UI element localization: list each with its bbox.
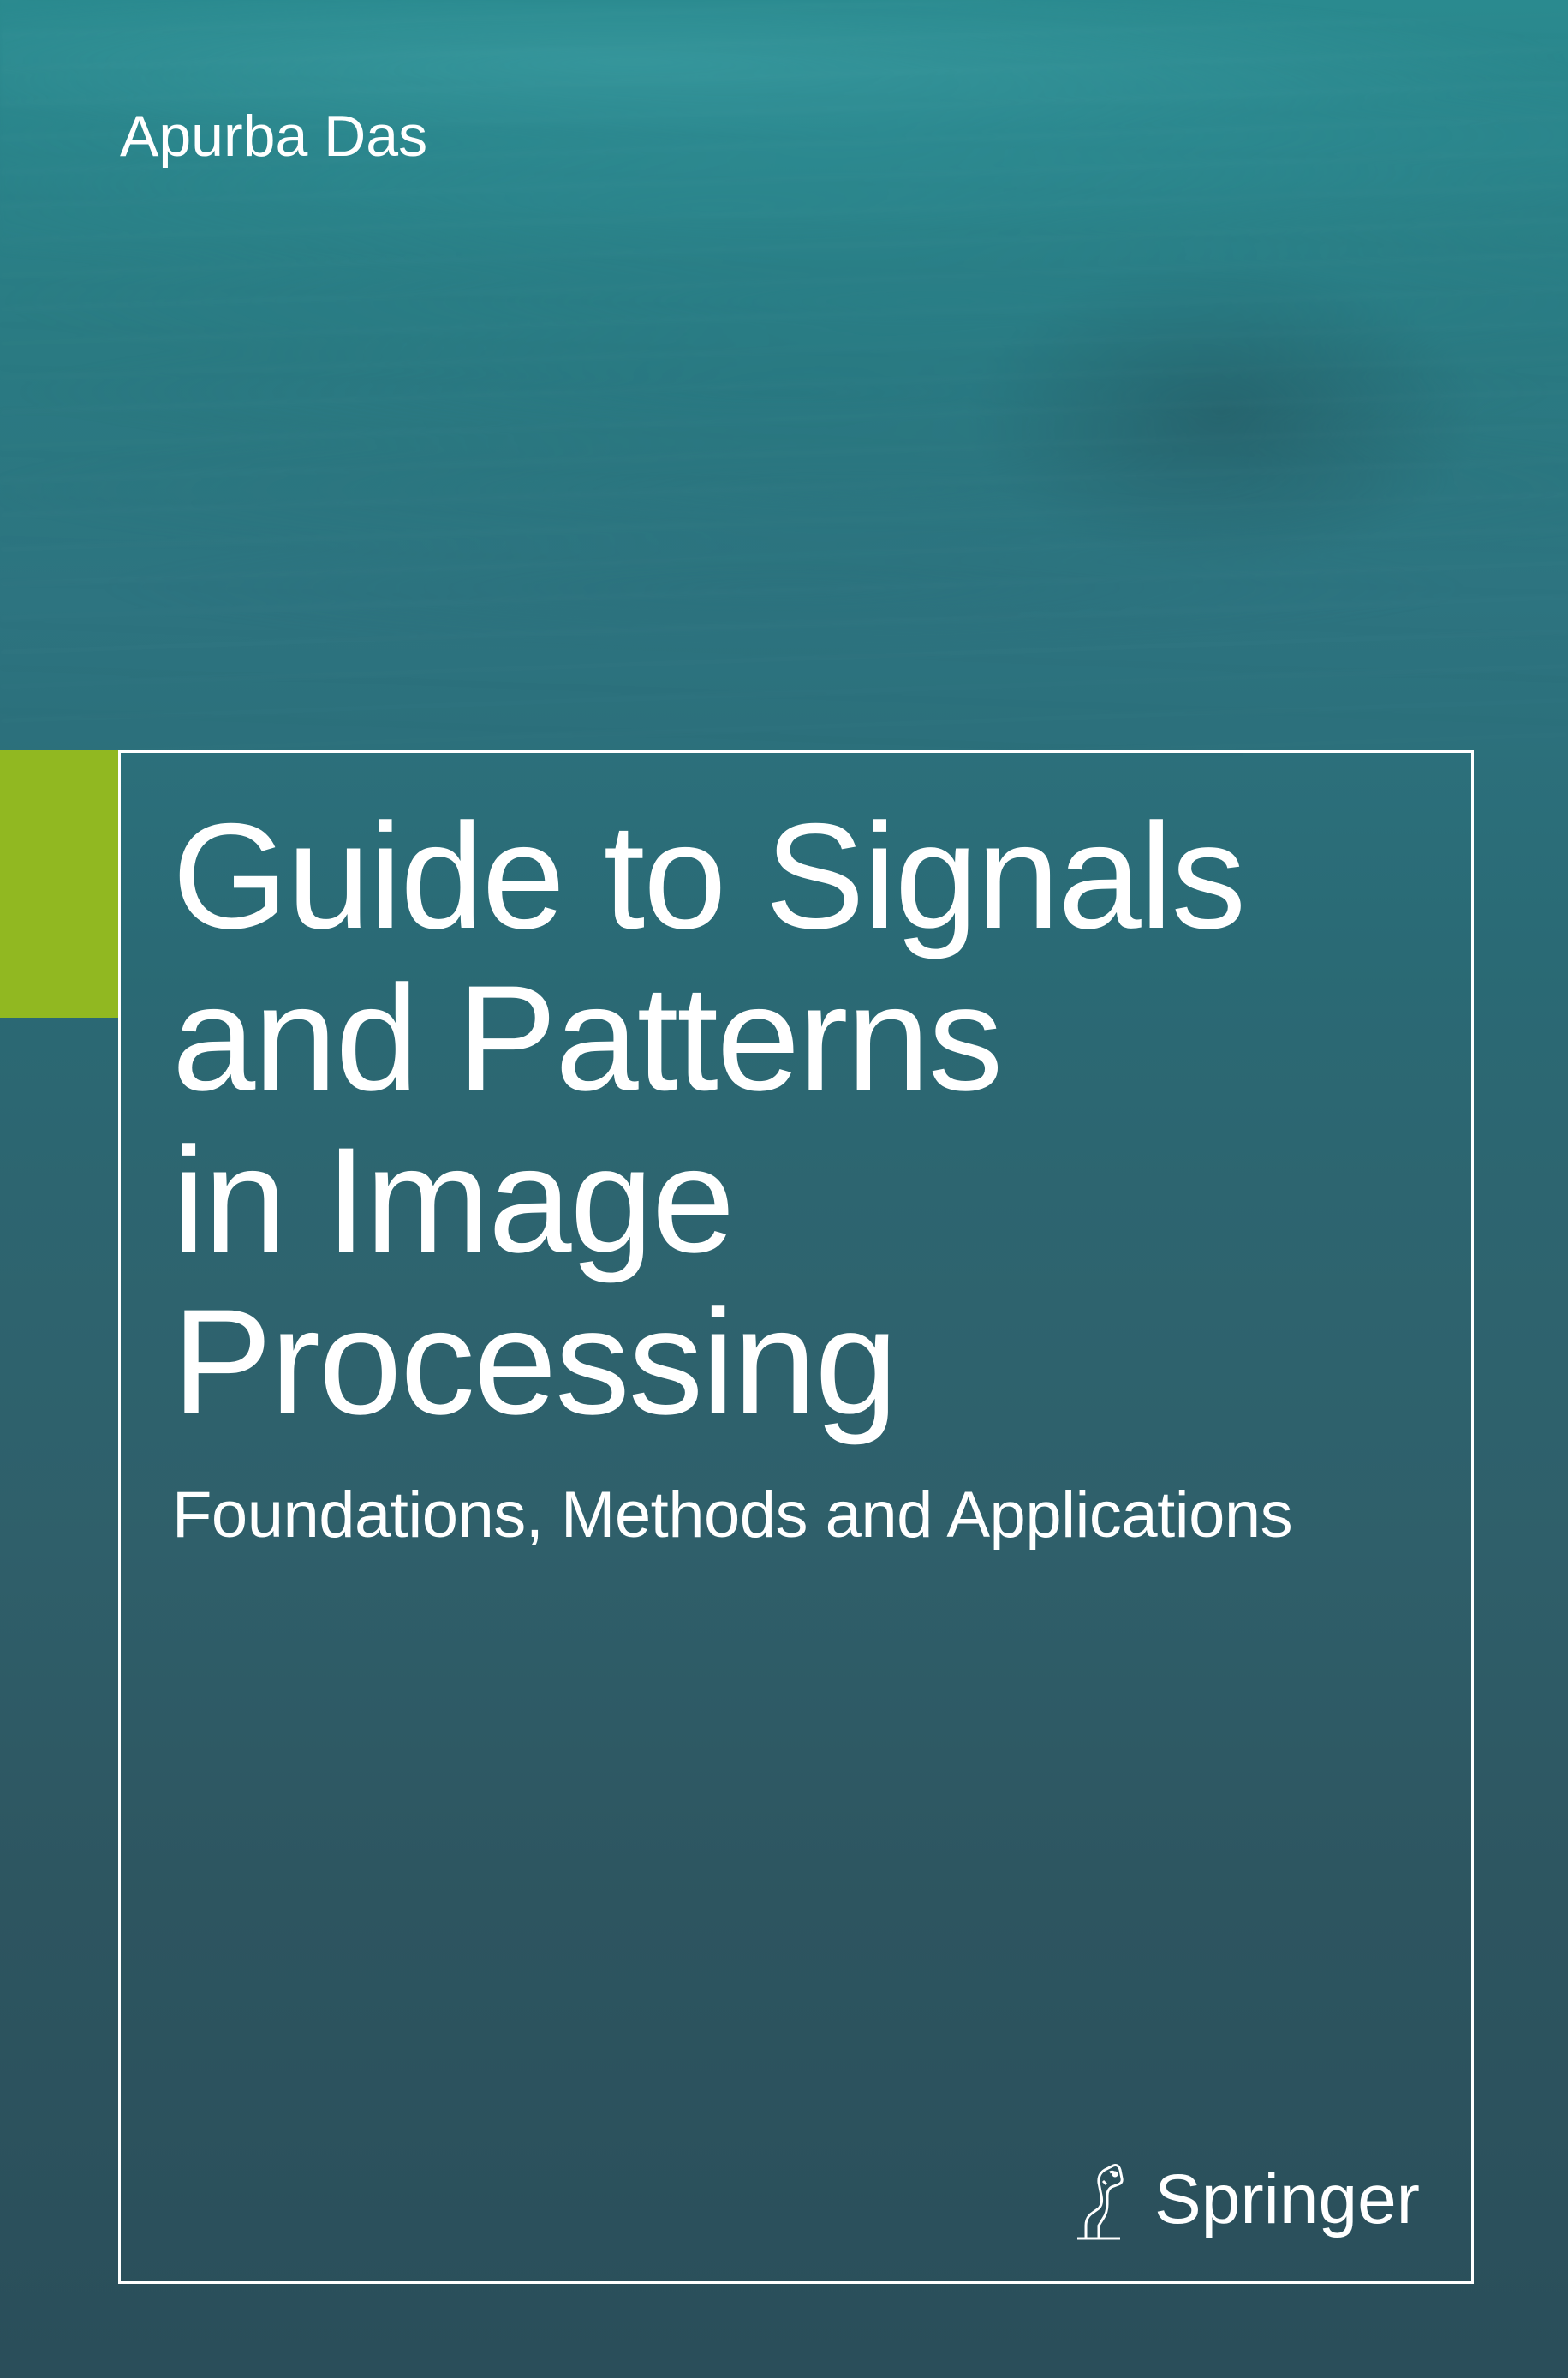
title-line-3: in Image [172,1117,733,1284]
title-frame: Guide to Signals and Patterns in Image P… [118,750,1474,2284]
title-line-1: Guide to Signals [172,793,1244,960]
publisher-name: Springer [1154,2160,1420,2240]
title-line-4: Processing [172,1279,897,1446]
accent-block [0,750,118,1018]
springer-horse-icon [1060,2157,1137,2243]
publisher-block: Springer [1060,2157,1420,2243]
book-subtitle: Foundations, Methods and Applications [172,1478,1420,1552]
author-name: Apurba Das [120,103,427,170]
title-line-2: and Patterns [172,955,1001,1122]
book-cover: Apurba Das Guide to Signals and Patterns… [0,0,1568,2378]
book-title: Guide to Signals and Patterns in Image P… [172,796,1420,1443]
